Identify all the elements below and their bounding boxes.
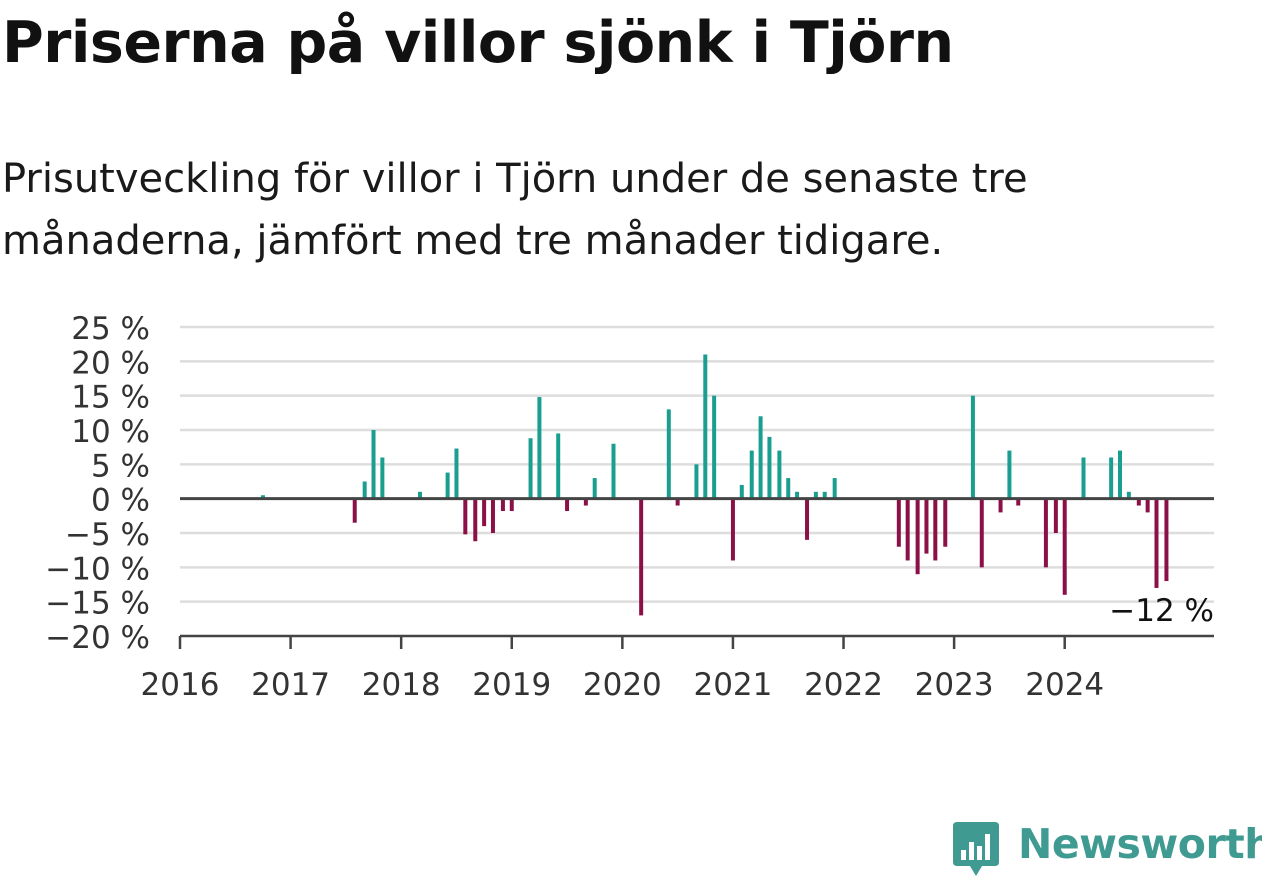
brand: Newsworthy	[950, 820, 1262, 876]
bar	[970, 395, 975, 499]
bar	[813, 491, 818, 499]
x-tick-label: 2020	[583, 667, 662, 703]
x-tick-label: 2017	[251, 667, 330, 703]
chart-subtitle: Prisutveckling för villor i Tjörn under …	[2, 156, 1028, 264]
bar	[805, 498, 810, 540]
bar	[445, 472, 450, 499]
bar	[1081, 457, 1086, 499]
bar	[905, 498, 910, 561]
bar	[933, 498, 938, 561]
bar	[749, 450, 754, 499]
bar	[454, 448, 459, 499]
bar	[1016, 498, 1021, 506]
bar	[896, 498, 901, 547]
bar	[979, 498, 984, 568]
y-tick-label: 5 %	[91, 448, 150, 484]
y-tick-label: −5 %	[65, 517, 150, 553]
bar	[777, 450, 782, 499]
x-tick-label: 2016	[141, 667, 220, 703]
bar	[509, 498, 514, 512]
x-axis-ticks: 2016 2017 2018 2019 2020 2021 2022 2023 2024	[141, 636, 1104, 703]
bar	[583, 498, 588, 506]
bar	[767, 436, 772, 499]
bar	[1126, 491, 1131, 499]
x-tick-label: 2024	[1025, 667, 1104, 703]
bar	[1164, 498, 1169, 582]
bar	[998, 498, 1003, 513]
bar	[362, 481, 367, 499]
bar	[1154, 498, 1159, 588]
y-tick-label: −10 %	[45, 551, 150, 587]
bar	[639, 498, 644, 616]
bar	[758, 416, 763, 499]
bar	[1109, 457, 1114, 499]
bar	[565, 498, 570, 512]
bar	[592, 478, 597, 499]
bar	[730, 498, 735, 561]
bar	[666, 409, 671, 499]
x-tick-label: 2021	[693, 667, 772, 703]
bar	[703, 354, 708, 499]
bar	[490, 498, 495, 533]
y-tick-label: 10 %	[71, 414, 150, 450]
x-tick-label: 2022	[804, 667, 883, 703]
bar	[795, 491, 800, 499]
x-tick-label: 2019	[472, 667, 551, 703]
bar	[924, 498, 929, 554]
last-value-annotation: −12 %	[1109, 593, 1214, 629]
bar	[371, 430, 376, 499]
y-axis-ticks: 25 %20 %15 %10 %5 %0 %−5 %−10 %−15 %−20 …	[45, 311, 150, 656]
bar	[1043, 498, 1048, 568]
y-tick-label: −20 %	[45, 620, 150, 656]
bar	[260, 495, 265, 499]
bar	[1145, 498, 1150, 513]
bar	[1062, 498, 1067, 595]
bar	[943, 498, 948, 547]
bar	[1007, 450, 1012, 499]
y-tick-label: 25 %	[71, 311, 150, 347]
brand-name: Newsworthy	[1018, 820, 1262, 868]
bar	[417, 491, 422, 499]
y-tick-label: −15 %	[45, 586, 150, 622]
bar	[380, 457, 385, 499]
bar	[712, 395, 717, 499]
bar	[463, 498, 468, 535]
bar	[537, 397, 542, 499]
bar	[352, 498, 357, 523]
bar	[1053, 498, 1058, 533]
bar	[832, 478, 837, 499]
bar	[528, 438, 533, 499]
x-tick-label: 2023	[915, 667, 994, 703]
bar	[915, 498, 920, 575]
bar	[1118, 450, 1122, 499]
x-tick-label: 2018	[362, 667, 441, 703]
bar	[822, 491, 827, 499]
bars	[260, 354, 1169, 616]
bar	[1136, 498, 1141, 506]
chart-title: Priserna på villor sjönk i Tjörn	[2, 10, 954, 76]
y-tick-label: 0 %	[91, 483, 150, 519]
bar	[786, 478, 791, 499]
y-tick-label: 15 %	[71, 380, 150, 416]
bar	[694, 464, 699, 499]
newsworthy-logo-icon	[953, 822, 999, 876]
bar	[556, 433, 561, 499]
bar	[675, 498, 680, 506]
bar	[482, 498, 487, 527]
y-tick-label: 20 %	[71, 345, 150, 381]
bar	[739, 484, 744, 499]
bar	[611, 443, 616, 499]
bar	[500, 498, 505, 512]
bar	[473, 498, 478, 542]
